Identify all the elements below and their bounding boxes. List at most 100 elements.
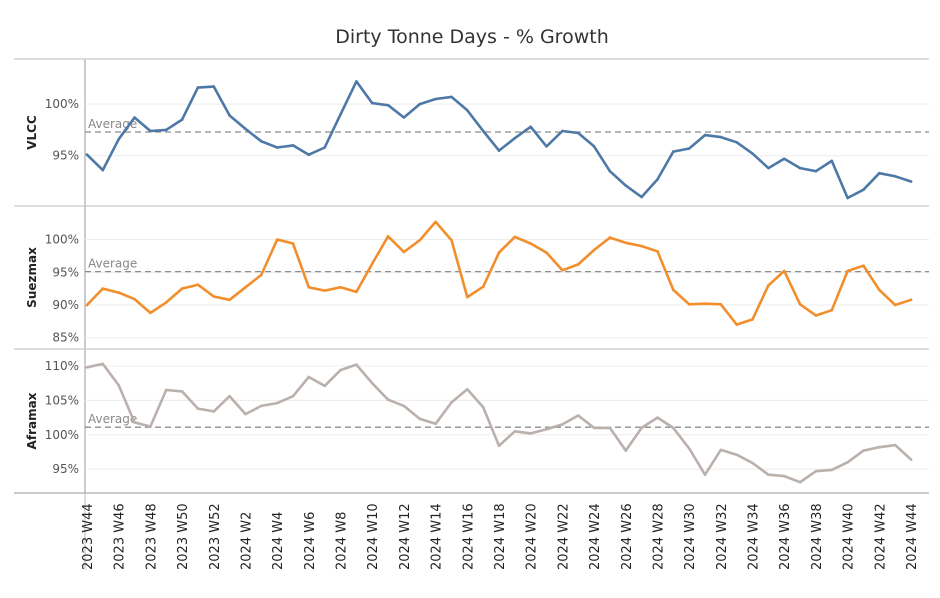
data-point-vlcc: [735, 141, 738, 144]
data-point-suezmax: [386, 235, 390, 238]
y-tick-label: 105%: [45, 393, 79, 407]
data-point-aframax: [893, 443, 897, 447]
data-point-aframax: [355, 363, 358, 366]
data-point-aframax: [164, 388, 168, 392]
x-tick-label: 2024 W34: [747, 503, 762, 570]
data-point-suezmax: [687, 303, 691, 306]
data-point-vlcc: [228, 114, 231, 117]
data-point-vlcc: [133, 116, 136, 119]
data-point-suezmax: [513, 235, 517, 239]
data-point-aframax: [751, 461, 754, 465]
x-tick-label: 2024 W28: [652, 503, 667, 570]
data-point-vlcc: [434, 97, 437, 101]
data-point-aframax: [687, 447, 691, 450]
data-point-vlcc: [893, 175, 897, 178]
series-line-vlcc: [85, 80, 913, 200]
data-point-aframax: [545, 428, 548, 431]
data-point-suezmax: [101, 287, 105, 290]
x-tick-label: 2023 W50: [176, 503, 191, 570]
panel-vlcc: 95% 100% Average VLCC: [14, 58, 929, 206]
data-point-aframax: [719, 448, 723, 452]
data-point-vlcc: [672, 150, 675, 153]
data-point-suezmax: [862, 264, 865, 268]
data-point-aframax: [909, 458, 913, 461]
data-point-suezmax: [529, 242, 532, 245]
y-tick-label: 95%: [52, 462, 79, 476]
series-line-suezmax: [85, 220, 913, 326]
data-point-aframax: [814, 469, 818, 473]
data-point-aframax: [878, 445, 881, 449]
y-tick-label: 100%: [45, 97, 79, 111]
data-point-suezmax: [878, 288, 881, 292]
y-tick-label: 90%: [52, 298, 79, 312]
data-point-aframax: [576, 414, 580, 417]
data-point-suezmax: [418, 238, 422, 242]
x-tick-label: 2024 W22: [556, 503, 571, 570]
data-point-vlcc: [291, 144, 295, 147]
data-point-suezmax: [402, 250, 406, 254]
data-point-suezmax: [307, 286, 311, 289]
chart-title: Dirty Tonne Days - % Growth: [335, 26, 609, 48]
x-tick-label: 2024 W18: [493, 503, 508, 570]
average-label: Average: [88, 117, 137, 131]
data-point-aframax: [133, 421, 136, 424]
data-point-vlcc: [164, 128, 168, 132]
data-point-aframax: [244, 412, 247, 416]
data-point-vlcc: [656, 178, 659, 181]
data-point-aframax: [672, 426, 675, 430]
data-point-aframax: [481, 405, 485, 409]
data-point-suezmax: [735, 323, 738, 326]
panel-label-aframax: Aframax: [25, 392, 39, 449]
data-point-vlcc: [862, 188, 865, 191]
data-point-suezmax: [196, 283, 200, 287]
data-point-aframax: [703, 473, 707, 477]
data-point-vlcc: [814, 169, 818, 173]
data-point-suezmax: [275, 238, 279, 241]
data-point-suezmax: [481, 285, 485, 289]
data-point-aframax: [386, 398, 390, 402]
y-tick-label: 100%: [45, 428, 79, 442]
data-point-vlcc: [782, 157, 786, 161]
data-point-suezmax: [592, 248, 596, 252]
data-point-suezmax: [133, 297, 136, 301]
x-tick-label: 2024 W38: [810, 503, 825, 570]
x-tick-label: 2023 W48: [144, 503, 159, 570]
x-tick-label: 2024 W42: [873, 503, 888, 570]
data-point-vlcc: [767, 166, 770, 170]
data-point-vlcc: [608, 169, 612, 173]
data-point-aframax: [656, 416, 659, 419]
data-point-vlcc: [402, 116, 406, 119]
data-point-suezmax: [782, 269, 786, 273]
data-point-aframax: [640, 426, 643, 430]
x-tick-label: 2024 W14: [430, 503, 445, 570]
data-point-aframax: [434, 422, 437, 426]
data-point-vlcc: [101, 168, 105, 172]
data-point-vlcc: [244, 127, 247, 131]
series-line-aframax: [85, 362, 913, 484]
data-point-vlcc: [640, 195, 643, 199]
data-point-vlcc: [355, 80, 358, 83]
data-point-suezmax: [893, 303, 897, 307]
data-point-suezmax: [846, 269, 849, 273]
data-point-suezmax: [640, 244, 643, 248]
data-point-suezmax: [814, 314, 818, 317]
data-point-aframax: [260, 404, 263, 408]
data-point-aframax: [735, 453, 738, 457]
data-point-vlcc: [180, 118, 184, 121]
x-tick-label: 2024 W20: [525, 503, 540, 570]
x-tick-label: 2024 W12: [398, 503, 413, 570]
data-point-suezmax: [608, 236, 612, 239]
x-tick-label: 2024 W26: [620, 503, 635, 570]
data-point-suezmax: [339, 286, 342, 289]
data-point-aframax: [798, 480, 802, 484]
x-tick-label: 2024 W6: [303, 512, 318, 570]
y-tick-label: 95%: [52, 265, 79, 279]
data-point-suezmax: [228, 298, 231, 302]
data-point-aframax: [418, 417, 422, 421]
data-point-vlcc: [466, 109, 469, 112]
data-point-aframax: [323, 384, 327, 388]
y-tick-label: 85%: [52, 331, 79, 345]
data-point-aframax: [196, 407, 200, 410]
data-point-vlcc: [212, 85, 216, 88]
data-point-aframax: [307, 375, 311, 379]
